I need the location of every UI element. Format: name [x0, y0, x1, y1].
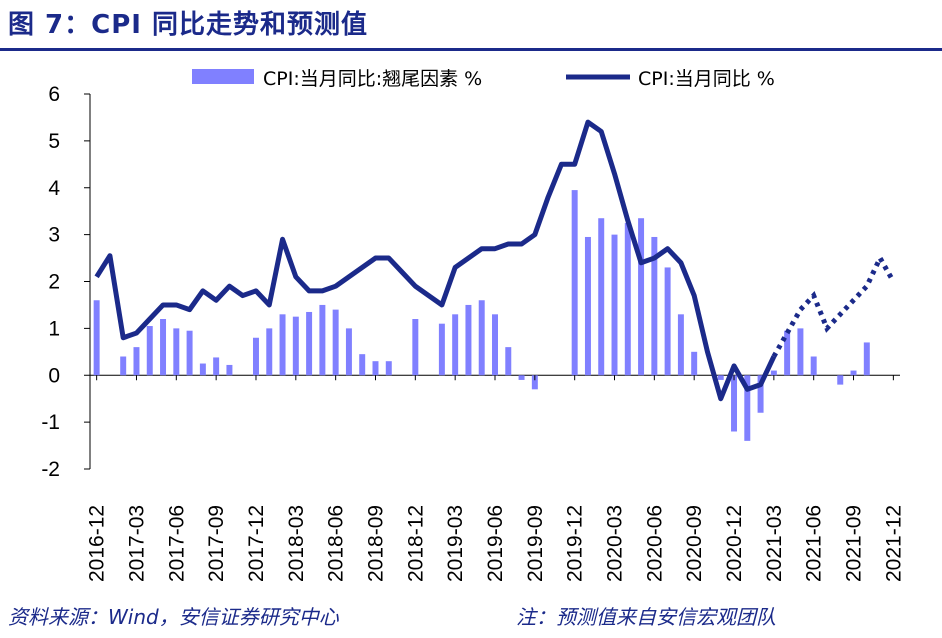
y-tick-label: 2 — [48, 271, 60, 294]
bar-tail-factor — [731, 375, 738, 432]
y-tick-label: 6 — [48, 83, 60, 106]
y-tick-label: 0 — [48, 364, 60, 387]
bar-tail-factor — [492, 314, 498, 376]
x-tick-label: 2018-09 — [364, 505, 387, 582]
bar-tail-factor — [199, 363, 206, 376]
x-tick-label: 2018-12 — [404, 505, 427, 582]
bar-tail-factor — [438, 323, 445, 376]
x-tick-label: 2021-09 — [843, 505, 866, 582]
bar-tail-factor — [584, 236, 591, 376]
bar-tail-factor — [332, 309, 339, 376]
bar-tail-factor — [146, 326, 153, 376]
bar-tail-factor — [797, 328, 804, 376]
x-tick-label: 2019-12 — [564, 505, 587, 582]
bar-tail-factor — [757, 375, 764, 413]
bar-tail-factor — [744, 375, 751, 441]
title-divider — [0, 48, 942, 51]
bar-tail-factor — [173, 328, 180, 376]
page-title: 图 7：CPI 同比走势和预测值 — [8, 10, 369, 40]
bar-tail-factor — [465, 304, 472, 376]
cpi-line-actual — [94, 119, 777, 402]
x-tick-label: 2018-03 — [285, 505, 308, 582]
x-tick-label: 2021-12 — [882, 505, 905, 582]
bar-tail-factor — [478, 300, 485, 376]
x-tick-label: 2019-09 — [524, 505, 547, 582]
bar-tail-factor — [810, 356, 817, 376]
bar-tail-factor — [717, 375, 724, 380]
bar-tail-factor — [611, 234, 618, 376]
bar-tail-factor — [160, 319, 167, 376]
x-tick-label: 2021-06 — [803, 505, 826, 582]
bar-tail-factor — [505, 347, 512, 376]
bar-tail-factor — [651, 236, 658, 376]
bar-tail-factor — [837, 375, 844, 385]
x-tick-label: 2017-06 — [165, 505, 188, 582]
x-tick-label: 2017-12 — [245, 505, 268, 582]
bar-tail-factor — [93, 300, 100, 376]
bar-tail-factor — [691, 351, 698, 376]
bar-tail-factor — [186, 330, 193, 376]
bar-tail-factor — [863, 342, 870, 376]
bar-tail-factor — [292, 316, 299, 376]
legend-label-line: CPI:当月同比 % — [638, 68, 775, 90]
bar-tail-factor — [319, 304, 326, 376]
x-tick-label: 2017-03 — [125, 505, 148, 582]
cpi-line-forecast — [771, 252, 896, 358]
x-tick-label: 2020-03 — [604, 505, 627, 582]
bar-tail-factor — [345, 328, 352, 376]
y-tick-label: -2 — [41, 458, 60, 481]
y-tick-label: -1 — [41, 411, 60, 434]
x-tick-label: 2020-09 — [683, 505, 706, 582]
bar-tail-factor — [850, 370, 857, 376]
x-tick-label: 2019-03 — [444, 505, 467, 582]
x-tick-label: 2017-09 — [205, 505, 228, 582]
bar-tail-factor — [412, 319, 419, 376]
bar-tail-factor — [452, 314, 459, 376]
bar-tail-factor — [598, 218, 605, 376]
x-tick-label: 2018-06 — [325, 505, 348, 582]
bar-tail-factor — [120, 356, 127, 376]
bar-tail-factor — [252, 337, 259, 376]
bar-tail-factor — [279, 314, 286, 376]
bar-tail-factor — [133, 347, 140, 376]
bar-tail-factor — [213, 357, 220, 376]
bar-tail-factor — [784, 330, 791, 376]
bar-tail-factor — [571, 190, 578, 376]
bar-tail-factor — [531, 375, 538, 390]
x-tick-label: 2021-03 — [763, 505, 786, 582]
footer: 资料来源：Wind，安信证券研究中心 注：预测值来自安信宏观团队 — [8, 600, 938, 634]
x-tick-label: 2020-12 — [723, 505, 746, 582]
y-tick-label: 3 — [48, 224, 60, 247]
bar-tail-factor — [306, 311, 313, 376]
bar-tail-factor — [518, 375, 525, 380]
bar-tail-factor — [372, 361, 379, 376]
forecast-note: 注：预测值来自安信宏观团队 — [516, 605, 776, 629]
bar-tail-factor — [624, 222, 631, 376]
legend-swatch-bar — [192, 69, 254, 84]
bar-tail-factor — [266, 328, 273, 376]
bar-tail-factor — [638, 218, 645, 376]
y-tick-label: 5 — [48, 130, 60, 153]
y-tick-label: 4 — [48, 177, 60, 200]
x-tick-label: 2019-06 — [484, 505, 507, 582]
chart-legend: CPI:当月同比:翘尾因素 % CPI:当月同比 % — [192, 68, 775, 90]
bar-tail-factor — [664, 267, 671, 376]
cpi-chart: CPI:当月同比:翘尾因素 % CPI:当月同比 % 6 5 4 3 2 1 0 -1 -2 2… — [41, 68, 905, 582]
bar-tail-factor — [770, 370, 777, 376]
legend-label-bar: CPI:当月同比:翘尾因素 % — [263, 68, 482, 90]
bar-tail-factor — [359, 354, 366, 376]
x-tick-label: 2016-12 — [86, 505, 109, 582]
bar-tail-factor — [385, 361, 392, 376]
bar-tail-factor — [226, 364, 233, 376]
x-tick-label: 2020-06 — [643, 505, 666, 582]
source-note: 资料来源：Wind，安信证券研究中心 — [8, 605, 339, 629]
bar-tail-factor — [677, 314, 684, 376]
y-tick-label: 1 — [48, 317, 60, 340]
